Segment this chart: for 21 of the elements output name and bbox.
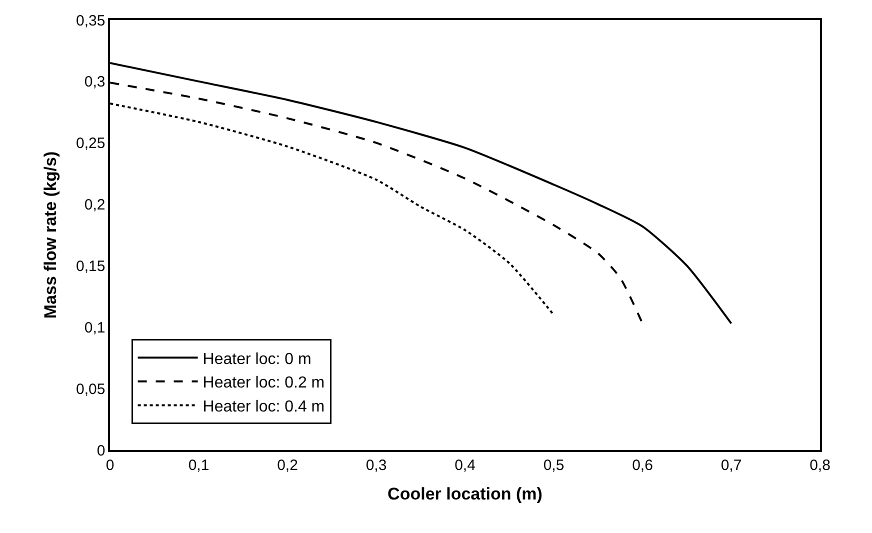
y-axis-title: Mass flow rate (kg/s) (41, 151, 60, 319)
x-tick-label: 0,5 (543, 456, 564, 474)
x-tick-label: 0,4 (454, 456, 476, 474)
y-tick-label: 0,2 (84, 196, 106, 214)
x-tick-label: 0,2 (277, 456, 298, 474)
y-tick-label: 0,3 (84, 74, 106, 91)
x-tick-label: 0,3 (366, 456, 387, 474)
x-axis-title: Cooler location (m) (388, 484, 542, 504)
y-tick-label: 0,1 (84, 319, 106, 336)
legend-label: Heater loc: 0 m (202, 350, 312, 368)
y-tick-label: 0 (96, 442, 106, 460)
x-tick-label: 0,6 (632, 456, 653, 474)
y-tick-label: 0,05 (76, 380, 106, 398)
y-tick-label: 0,35 (76, 12, 106, 30)
legend-label: Heater loc: 0.4 m (202, 398, 325, 416)
x-tick-label: 0,8 (810, 456, 830, 474)
x-tick-label: 0,1 (188, 456, 210, 474)
y-tick-label: 0,25 (76, 135, 106, 152)
legend-label: Heater loc: 0.2 m (202, 374, 325, 392)
x-tick-label: 0,7 (720, 456, 742, 474)
y-tick-label: 0,15 (76, 258, 106, 275)
